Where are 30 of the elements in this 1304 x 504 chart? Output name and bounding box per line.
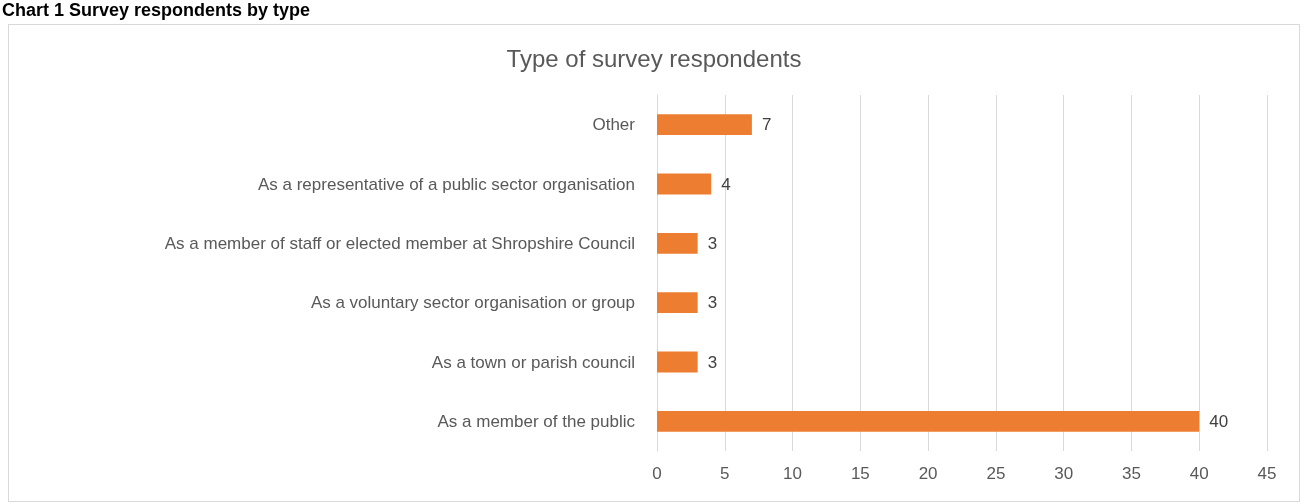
data-label: 40 <box>1209 411 1229 431</box>
x-tick-label: 25 <box>986 464 1006 483</box>
x-tick-label: 45 <box>1257 464 1277 483</box>
text: Chart 1 Survey respondents by type <box>2 0 311 21</box>
bar <box>657 351 698 373</box>
data-label: 4 <box>721 174 731 194</box>
x-tick-label: 30 <box>1054 464 1074 483</box>
data-label: 3 <box>707 233 718 253</box>
x-tick-label: 5 <box>720 464 730 483</box>
bar <box>657 173 712 195</box>
x-tick-label: 40 <box>1189 464 1209 483</box>
chart-subtitle: Type of survey respondents <box>506 44 802 72</box>
x-tick-label: 10 <box>783 464 803 483</box>
data-label: 3 <box>707 293 718 313</box>
bar <box>657 114 752 136</box>
y-tick-label: As a voluntary sector organisation or group <box>310 293 635 313</box>
y-tick-label: As a town or parish council <box>431 352 635 372</box>
y-tick-label: As a representative of a public sector organisation <box>257 174 635 194</box>
y-tick-label: As a member of staff or elected member at Shropshire Council <box>164 233 635 253</box>
bar <box>657 292 698 314</box>
data-label: 7 <box>761 115 772 135</box>
x-tick-label: 20 <box>918 464 938 483</box>
y-tick-label: As a member of the public <box>437 411 636 431</box>
bar <box>657 410 1200 432</box>
data-label: 3 <box>707 352 718 372</box>
y-tick-label: Other <box>592 115 636 135</box>
x-tick-label: 15 <box>850 464 870 483</box>
bar <box>657 232 698 254</box>
x-tick-label: 35 <box>1121 464 1141 483</box>
x-tick-label: 0 <box>652 464 662 483</box>
